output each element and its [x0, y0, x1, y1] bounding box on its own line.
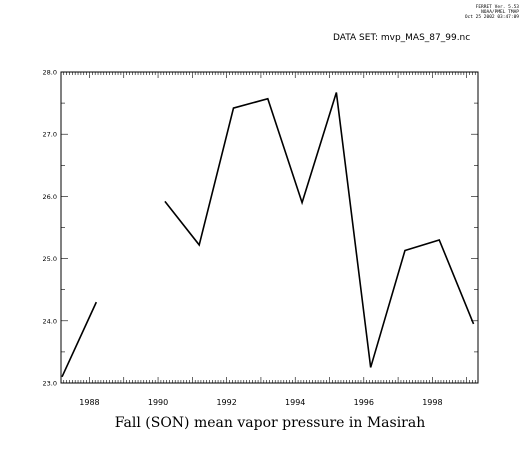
x-axis: 1988 1990 1992 1994 1996 1998 [63, 72, 476, 407]
x-tick-label: 1992 [216, 398, 236, 407]
y-tick-label: 26.0 [43, 193, 57, 201]
x-tick-label: 1998 [422, 398, 442, 407]
plot-frame [60, 71, 479, 384]
x-tick-label: 1994 [285, 398, 305, 407]
series-line [164, 92, 475, 368]
dataset-label: DATA SET: mvp_MAS_87_99.nc [333, 33, 471, 43]
y-tick-label: 28.0 [43, 69, 57, 77]
ferret-timestamp-label: Oct 25 2002 03:47:09 [464, 15, 519, 20]
chart-title: Fall (SON) mean vapor pressure in Masira… [115, 415, 425, 431]
y-tick-label: 25.0 [43, 255, 57, 263]
y-axis: 23.0 24.0 25.0 26.0 27.0 28.0 [43, 69, 478, 388]
y-tick-label: 24.0 [43, 317, 57, 325]
x-tick-label: 1996 [354, 398, 374, 407]
series-group [61, 92, 475, 378]
series-line [61, 301, 98, 378]
x-tick-label: 1988 [79, 398, 99, 407]
ferret-version-label: FERRET Ver. 5.53 [475, 5, 519, 10]
y-tick-label: 23.0 [43, 380, 57, 388]
x-tick-label: 1990 [148, 398, 168, 407]
y-tick-label: 27.0 [43, 131, 57, 139]
ferret-org-label: NOAA/PMEL TMAP [481, 10, 519, 15]
